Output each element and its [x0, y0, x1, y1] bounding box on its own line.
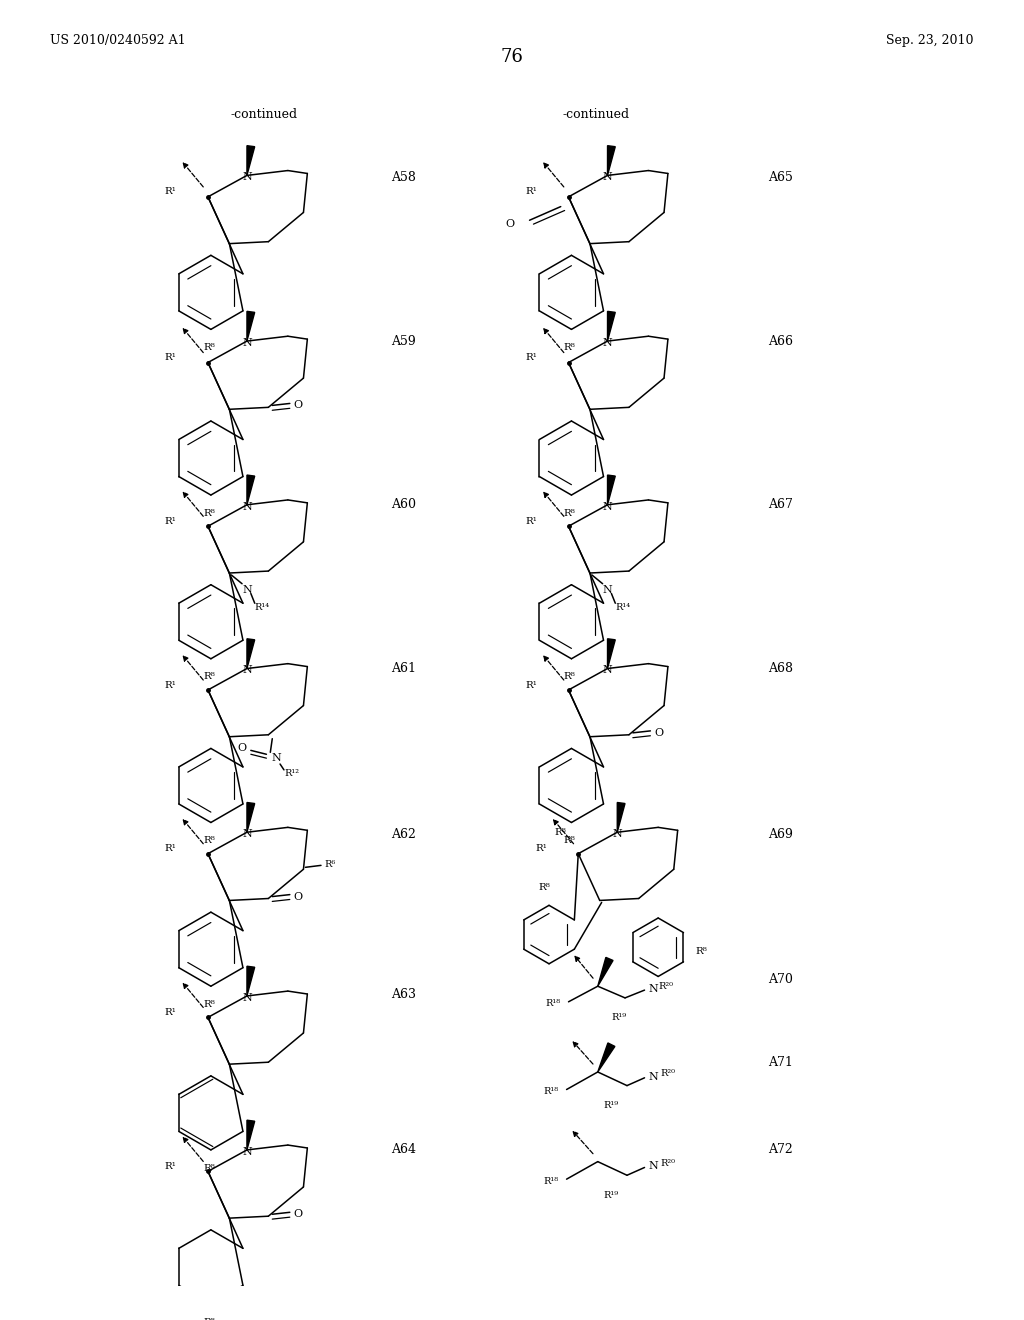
Text: US 2010/0240592 A1: US 2010/0240592 A1: [50, 34, 185, 48]
Polygon shape: [607, 312, 615, 341]
Text: N: N: [603, 585, 612, 594]
Text: N: N: [648, 985, 658, 994]
Text: N: N: [603, 173, 612, 182]
Text: R²⁰: R²⁰: [660, 1159, 675, 1168]
Text: O: O: [294, 1209, 303, 1220]
Text: N: N: [612, 829, 623, 840]
Polygon shape: [247, 312, 255, 341]
Text: N: N: [603, 502, 612, 512]
Text: R¹⁹: R¹⁹: [603, 1191, 618, 1200]
Text: R¹: R¹: [165, 354, 177, 362]
Polygon shape: [247, 145, 255, 176]
Text: R¹: R¹: [165, 681, 177, 689]
Text: R⁸: R⁸: [203, 508, 215, 517]
Text: R⁸: R⁸: [563, 672, 575, 681]
Text: O: O: [294, 400, 303, 411]
Text: R¹⁹: R¹⁹: [603, 1101, 618, 1110]
Text: R⁸: R⁸: [203, 999, 215, 1008]
Text: R²⁰: R²⁰: [658, 982, 673, 991]
Text: R¹²: R¹²: [284, 770, 299, 779]
Text: O: O: [654, 727, 664, 738]
Text: R¹: R¹: [525, 354, 538, 362]
Text: R⁸: R⁸: [539, 883, 550, 892]
Text: R⁸: R⁸: [203, 1317, 215, 1320]
Text: R¹⁸: R¹⁸: [544, 1086, 559, 1096]
Text: A70: A70: [768, 973, 794, 986]
Text: R¹: R¹: [525, 187, 538, 197]
Text: R²⁰: R²⁰: [660, 1069, 675, 1078]
Polygon shape: [247, 1121, 255, 1150]
Text: -continued: -continued: [562, 108, 630, 121]
Text: N: N: [242, 338, 252, 348]
Text: R⁸: R⁸: [203, 1163, 215, 1172]
Text: N: N: [648, 1072, 658, 1082]
Text: N: N: [242, 1147, 252, 1156]
Text: A59: A59: [391, 334, 416, 347]
Text: A67: A67: [768, 498, 794, 511]
Text: R¹: R¹: [165, 517, 177, 525]
Polygon shape: [607, 475, 615, 504]
Text: -continued: -continued: [230, 108, 298, 121]
Text: R⁸: R⁸: [203, 836, 215, 845]
Text: N: N: [242, 173, 252, 182]
Text: A62: A62: [391, 828, 416, 841]
Polygon shape: [247, 966, 255, 997]
Text: N: N: [242, 585, 252, 594]
Text: A65: A65: [768, 170, 794, 183]
Text: A69: A69: [768, 828, 794, 841]
Text: A66: A66: [768, 334, 794, 347]
Text: R⁸: R⁸: [203, 343, 215, 352]
Polygon shape: [247, 803, 255, 832]
Text: R¹: R¹: [165, 187, 177, 197]
Text: A60: A60: [391, 498, 416, 511]
Text: O: O: [294, 891, 303, 902]
Text: N: N: [242, 665, 252, 676]
Text: N: N: [242, 993, 252, 1003]
Text: N: N: [242, 502, 252, 512]
Text: N: N: [648, 1162, 658, 1171]
Text: R¹⁴: R¹⁴: [615, 603, 631, 611]
Text: R⁸: R⁸: [203, 672, 215, 681]
Text: R¹⁴: R¹⁴: [255, 603, 270, 611]
Text: A63: A63: [391, 987, 416, 1001]
Text: N: N: [603, 338, 612, 348]
Text: R¹: R¹: [536, 845, 547, 853]
Text: O: O: [506, 219, 515, 230]
Text: R¹⁹: R¹⁹: [611, 1014, 627, 1023]
Polygon shape: [598, 957, 613, 986]
Text: R⁸: R⁸: [695, 946, 708, 956]
Text: A64: A64: [391, 1143, 416, 1156]
Text: R⁸: R⁸: [555, 828, 566, 837]
Text: R⁶: R⁶: [325, 859, 336, 869]
Polygon shape: [607, 639, 615, 668]
Text: R¹: R¹: [165, 1008, 177, 1016]
Text: R⁸: R⁸: [563, 508, 575, 517]
Text: N: N: [271, 754, 281, 763]
Text: R¹: R¹: [165, 1162, 177, 1171]
Text: R¹: R¹: [165, 845, 177, 853]
Polygon shape: [247, 475, 255, 504]
Text: R¹: R¹: [525, 517, 538, 525]
Text: A72: A72: [768, 1143, 793, 1156]
Text: R⁸: R⁸: [563, 836, 575, 845]
Text: R⁸: R⁸: [563, 343, 575, 352]
Text: N: N: [603, 665, 612, 676]
Text: R¹⁸: R¹⁸: [544, 1176, 559, 1185]
Text: A61: A61: [391, 663, 416, 675]
Polygon shape: [598, 1043, 614, 1072]
Text: O: O: [238, 743, 247, 754]
Text: N: N: [242, 829, 252, 840]
Text: R¹: R¹: [525, 681, 538, 689]
Polygon shape: [607, 145, 615, 176]
Polygon shape: [247, 639, 255, 668]
Text: Sep. 23, 2010: Sep. 23, 2010: [887, 34, 974, 48]
Polygon shape: [617, 803, 625, 832]
Text: A68: A68: [768, 663, 794, 675]
Text: 76: 76: [501, 48, 523, 66]
Text: R¹⁸: R¹⁸: [546, 999, 561, 1008]
Text: A58: A58: [391, 170, 416, 183]
Text: A71: A71: [768, 1056, 794, 1069]
